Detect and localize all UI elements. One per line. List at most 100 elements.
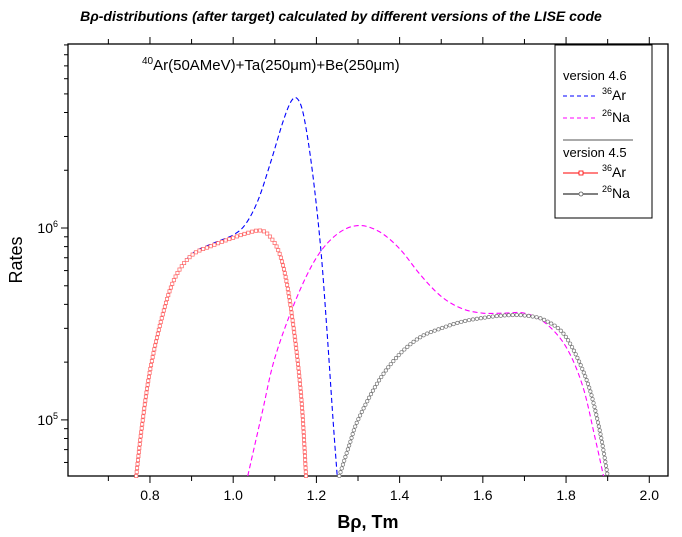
data-point-marker bbox=[285, 283, 290, 287]
data-point-marker bbox=[494, 314, 499, 319]
data-point-marker bbox=[138, 438, 143, 443]
data-point-marker bbox=[561, 331, 566, 336]
x-tick-label: 1.2 bbox=[307, 487, 327, 503]
data-point-marker bbox=[142, 406, 147, 411]
square-marker-icon bbox=[578, 170, 584, 176]
data-point-marker bbox=[242, 231, 247, 236]
data-point-marker bbox=[134, 470, 139, 474]
data-point-marker bbox=[294, 350, 299, 355]
data-point-marker bbox=[340, 462, 346, 467]
data-point-marker bbox=[552, 323, 557, 328]
data-point-marker bbox=[301, 426, 306, 430]
data-point-marker bbox=[598, 432, 603, 437]
data-point-marker bbox=[396, 353, 401, 358]
data-point-marker bbox=[443, 324, 449, 329]
data-point-marker bbox=[153, 343, 158, 348]
data-point-marker bbox=[558, 328, 563, 333]
data-point-marker bbox=[158, 320, 163, 325]
data-point-marker bbox=[486, 314, 491, 320]
data-point-marker bbox=[467, 318, 472, 323]
data-point-marker bbox=[490, 314, 495, 319]
data-point-marker bbox=[145, 382, 150, 387]
data-point-marker bbox=[337, 473, 342, 479]
data-point-marker bbox=[555, 325, 560, 331]
data-point-marker bbox=[187, 255, 192, 260]
data-point-marker bbox=[498, 313, 503, 318]
data-point-marker bbox=[571, 348, 576, 353]
data-point-marker bbox=[377, 378, 382, 383]
reaction-annotation: 40Ar(50AMeV)+Ta(250μm)+Be(250μm) bbox=[142, 56, 400, 74]
data-point-marker bbox=[459, 319, 464, 324]
data-point-marker bbox=[193, 250, 198, 255]
legend-label-na-v46: 26Na bbox=[602, 108, 630, 125]
legend-label-ar-v46: 36Ar bbox=[602, 86, 626, 103]
data-point-marker bbox=[526, 313, 531, 319]
data-point-marker bbox=[304, 473, 308, 478]
data-point-marker bbox=[173, 274, 178, 279]
data-point-marker bbox=[144, 390, 149, 395]
data-point-marker bbox=[302, 441, 307, 446]
series-line-2 bbox=[135, 229, 307, 477]
data-point-marker bbox=[575, 355, 580, 360]
data-point-marker bbox=[573, 352, 578, 357]
data-point-marker bbox=[302, 445, 307, 450]
data-point-marker bbox=[338, 470, 343, 475]
data-point-marker bbox=[578, 363, 583, 368]
data-point-marker bbox=[265, 231, 270, 236]
data-point-marker bbox=[134, 474, 139, 478]
data-point-marker bbox=[159, 316, 164, 321]
data-point-marker bbox=[297, 374, 302, 379]
data-point-marker bbox=[184, 258, 189, 262]
data-point-marker bbox=[356, 417, 361, 422]
data-point-marker bbox=[145, 386, 149, 391]
data-point-marker bbox=[160, 312, 165, 317]
data-point-marker bbox=[139, 426, 144, 431]
data-point-marker bbox=[436, 327, 441, 332]
data-point-marker bbox=[597, 428, 602, 433]
circle-marker-icon bbox=[578, 191, 584, 197]
data-point-marker bbox=[289, 306, 293, 311]
data-point-marker bbox=[141, 410, 146, 415]
data-point-marker bbox=[149, 363, 154, 367]
data-point-marker bbox=[358, 413, 363, 418]
data-point-marker bbox=[267, 234, 272, 239]
series-line-1 bbox=[247, 224, 605, 477]
data-point-marker bbox=[299, 398, 304, 402]
data-point-marker bbox=[167, 289, 172, 294]
data-point-marker bbox=[365, 399, 370, 404]
legend-label-na-v45: 26Na bbox=[602, 184, 630, 201]
data-point-marker bbox=[386, 365, 391, 370]
data-point-marker bbox=[303, 461, 308, 466]
data-point-marker bbox=[402, 347, 407, 352]
data-point-marker bbox=[604, 467, 609, 472]
data-point-marker bbox=[418, 335, 423, 340]
data-point-marker bbox=[284, 279, 289, 283]
axis-ticks: 0.8 1.0 1.2 1.4 1.6 1.8 2.0 105 106 bbox=[37, 37, 659, 503]
data-point-marker bbox=[451, 322, 456, 327]
data-point-marker bbox=[270, 237, 275, 242]
data-point-marker bbox=[283, 275, 288, 280]
data-point-marker bbox=[300, 414, 305, 418]
data-point-marker bbox=[408, 342, 413, 347]
data-point-marker bbox=[139, 430, 144, 435]
data-point-marker bbox=[278, 255, 283, 260]
data-point-marker bbox=[299, 394, 304, 398]
data-point-marker bbox=[354, 420, 359, 425]
data-point-marker bbox=[542, 317, 547, 322]
data-point-marker bbox=[137, 442, 142, 447]
data-point-marker bbox=[474, 316, 480, 321]
data-point-marker bbox=[136, 458, 140, 463]
data-point-marker bbox=[298, 382, 303, 387]
data-point-marker bbox=[455, 320, 460, 325]
curves bbox=[134, 96, 610, 479]
data-point-marker bbox=[545, 319, 550, 324]
data-point-marker bbox=[146, 378, 151, 383]
data-point-marker bbox=[223, 238, 228, 243]
data-point-marker bbox=[142, 402, 147, 407]
data-point-marker bbox=[234, 234, 239, 239]
data-point-marker bbox=[379, 374, 384, 380]
legend-label-ar-v45: 36Ar bbox=[602, 163, 626, 180]
data-point-marker bbox=[589, 393, 594, 398]
data-point-marker bbox=[603, 459, 608, 464]
